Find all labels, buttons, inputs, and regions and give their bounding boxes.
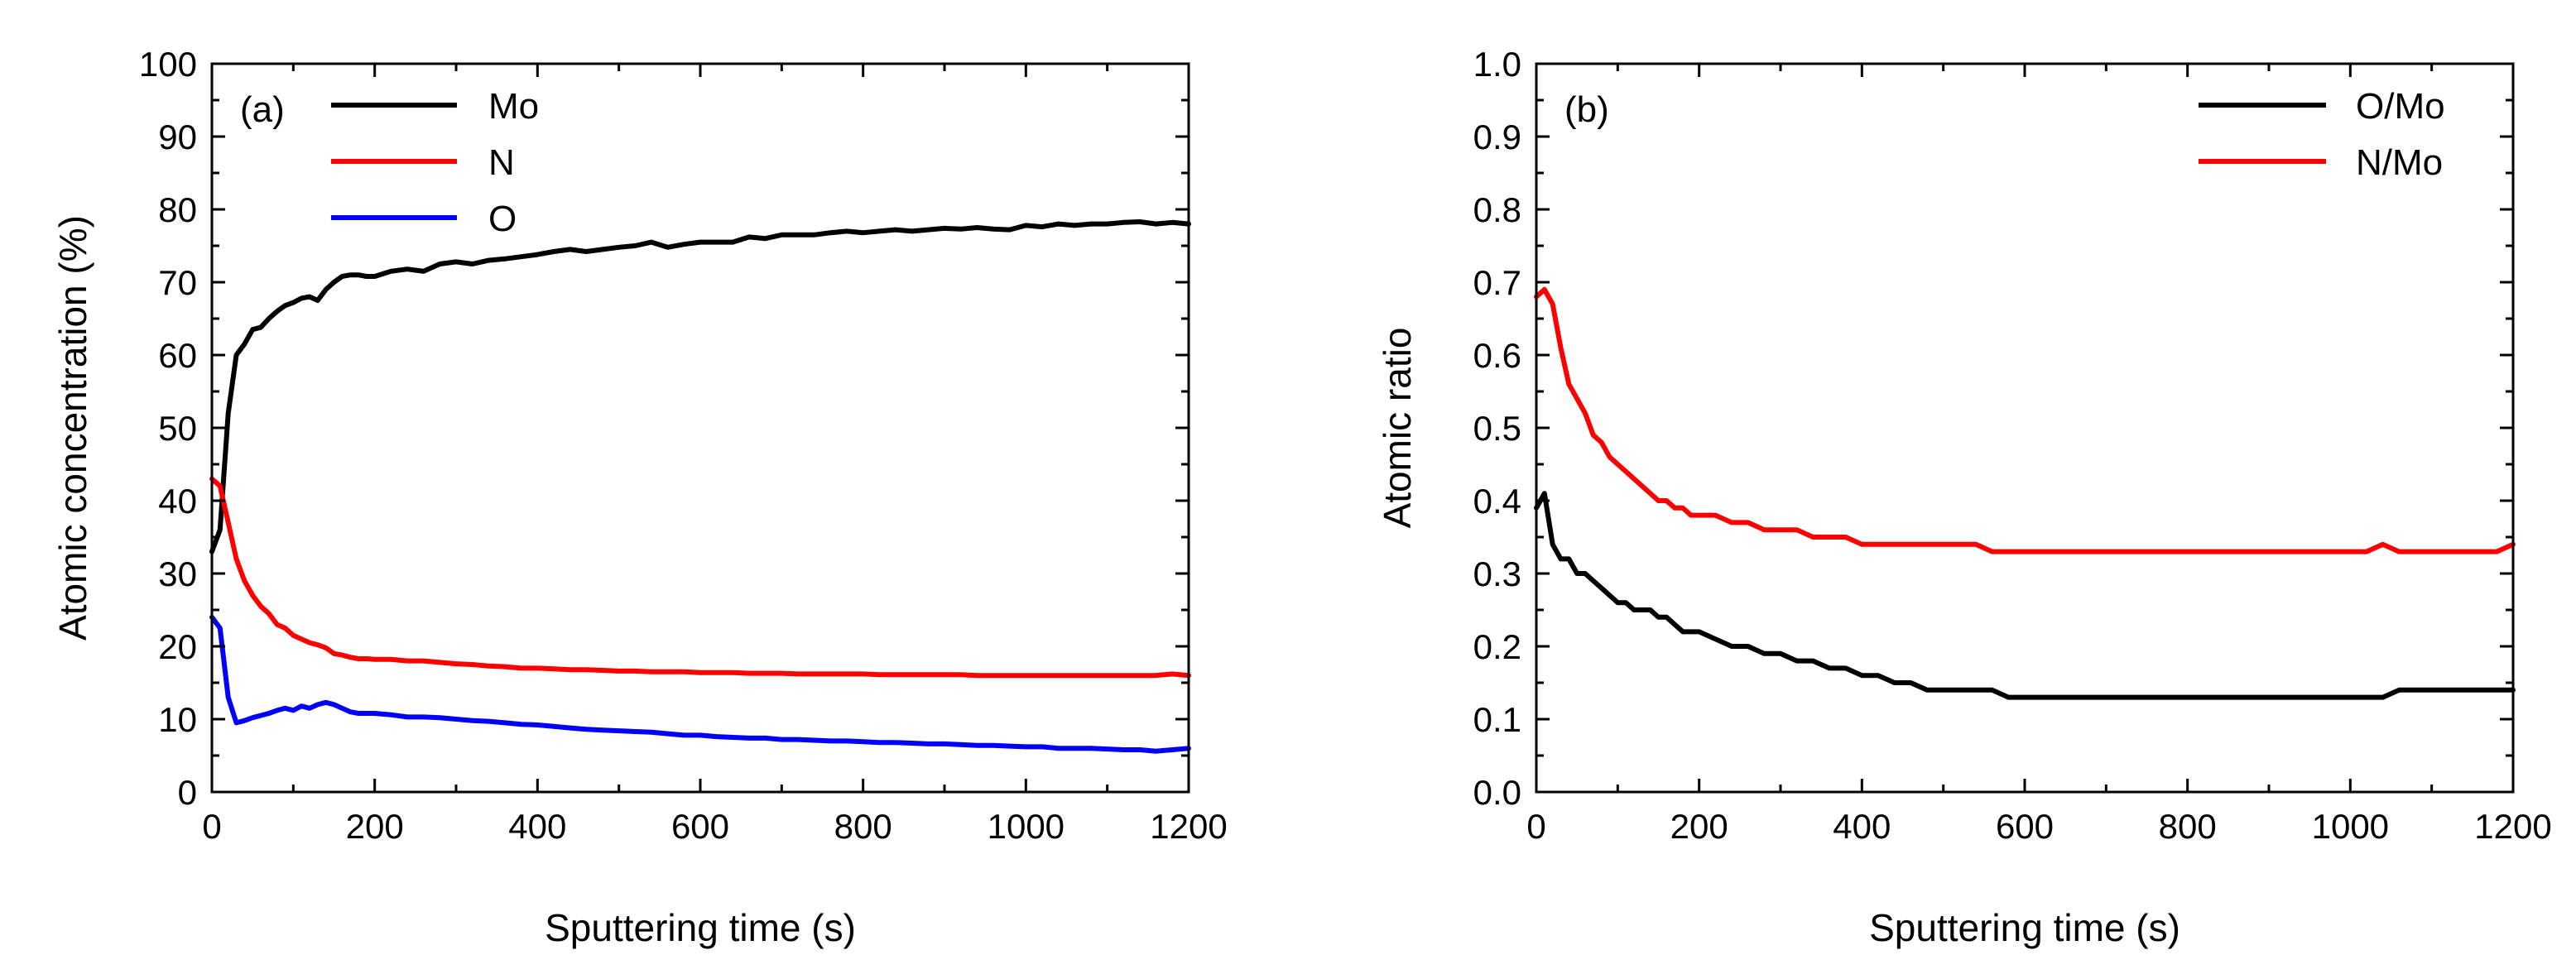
chart-panel-a: 0 200 400 600 800 1000 1200 0 10 20 30 40 50 60 70 80 90… — [51, 45, 1228, 949]
y-tick-label: 90 — [158, 118, 197, 156]
x-tick-label: 0 — [202, 807, 221, 846]
y-tick-label: 0.5 — [1473, 409, 1521, 448]
legend-label-n-mo: N/Mo — [2356, 142, 2443, 183]
x-tick-label: 400 — [1833, 807, 1891, 846]
x-tick-label: 1000 — [2312, 807, 2389, 846]
y-tick-label: 0.8 — [1473, 190, 1521, 229]
y-tick-label: 60 — [158, 336, 197, 375]
x-axis-label: Sputtering time (s) — [545, 906, 856, 949]
y-tick-label: 10 — [158, 700, 197, 739]
y-tick-label: 70 — [158, 263, 197, 302]
legend-label-n: N — [488, 142, 515, 183]
panel-label: (b) — [1564, 89, 1609, 130]
x-tick-label: 1200 — [2474, 807, 2551, 846]
series-line-o — [209, 614, 1191, 754]
y-tick-label: 0.4 — [1473, 482, 1521, 521]
x-tick-label: 0 — [1526, 807, 1545, 846]
y-tick-label: 0.1 — [1473, 700, 1521, 739]
x-tick-label: 1200 — [1150, 807, 1227, 846]
series-line-mo — [209, 219, 1191, 554]
y-tick-label: 80 — [158, 190, 197, 229]
x-tick-label: 400 — [508, 807, 566, 846]
y-axis-label: Atomic concentration (%) — [51, 215, 94, 641]
series-line-o-mo — [1534, 491, 2516, 700]
y-tick-label: 30 — [158, 554, 197, 593]
plot-frame — [210, 62, 1190, 794]
x-tick-label: 200 — [1670, 807, 1728, 846]
y-axis-label: Atomic ratio — [1376, 328, 1419, 529]
y-tick-label: 0.3 — [1473, 554, 1521, 593]
y-tick-label: 0 — [178, 773, 197, 812]
legend-label-mo: Mo — [488, 86, 539, 127]
y-tick-label: 40 — [158, 482, 197, 521]
x-tick-label: 600 — [671, 807, 729, 846]
y-tick-label: 0.6 — [1473, 336, 1521, 375]
legend-label-o: O — [488, 199, 517, 239]
y-tick-label: 0.2 — [1473, 627, 1521, 666]
y-tick-label: 0.7 — [1473, 263, 1521, 302]
y-tick-label: 0.9 — [1473, 118, 1521, 156]
series-line-n-mo — [1534, 286, 2516, 554]
panel-label: (a) — [240, 89, 285, 130]
y-tick-label: 20 — [158, 627, 197, 666]
y-tick-label: 0.0 — [1473, 773, 1521, 812]
chart-panel-b: 0 200 400 600 800 1000 1200 0.0 0.1 0.2 0.3 0.4 0.5 0… — [1376, 45, 2552, 949]
y-tick-label: 100 — [139, 45, 197, 84]
x-tick-label: 800 — [2159, 807, 2217, 846]
y-tick-label: 1.0 — [1473, 45, 1521, 84]
x-tick-label: 600 — [1996, 807, 2054, 846]
y-tick-label: 50 — [158, 409, 197, 448]
legend-label-o-mo: O/Mo — [2356, 86, 2445, 127]
x-tick-label: 200 — [346, 807, 404, 846]
x-axis-label: Sputtering time (s) — [1869, 906, 2180, 949]
series-line-n — [209, 476, 1191, 679]
x-tick-label: 1000 — [988, 807, 1065, 846]
x-tick-label: 800 — [834, 807, 892, 846]
